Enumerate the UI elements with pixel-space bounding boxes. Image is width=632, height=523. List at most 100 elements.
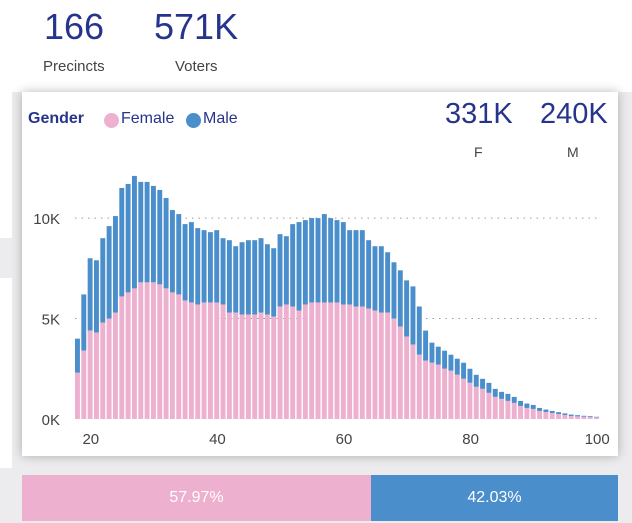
female-bar bbox=[125, 292, 131, 419]
male-bar bbox=[81, 294, 87, 351]
female-bar bbox=[423, 360, 429, 419]
female-bar bbox=[385, 312, 391, 419]
female-bar bbox=[404, 336, 410, 419]
male-bar bbox=[385, 252, 391, 313]
x-tick-label: 40 bbox=[209, 431, 226, 448]
male-bar bbox=[537, 407, 543, 411]
gender-age-chart-card: Gender Female Male 331K F 240K M 0K 5K 10K… bbox=[22, 92, 618, 456]
male-bar bbox=[486, 382, 492, 393]
male-total-label: M bbox=[567, 144, 579, 160]
male-bar bbox=[397, 270, 403, 327]
male-bar bbox=[150, 185, 156, 283]
female-bar bbox=[575, 416, 580, 419]
female-total: 331K bbox=[445, 98, 513, 130]
male-bar bbox=[119, 187, 125, 297]
male-bar bbox=[252, 240, 258, 315]
x-tick-label: 80 bbox=[462, 431, 479, 448]
y-tick-label: 0K bbox=[42, 412, 60, 429]
female-bar bbox=[87, 330, 93, 419]
male-legend-label[interactable]: Male bbox=[203, 110, 238, 127]
female-bar bbox=[499, 398, 505, 419]
male-bar bbox=[511, 396, 517, 403]
female-bar bbox=[302, 304, 308, 419]
male-bar bbox=[195, 228, 201, 305]
female-bar bbox=[81, 350, 87, 419]
female-bar bbox=[537, 410, 543, 419]
x-tick-label: 20 bbox=[82, 431, 99, 448]
male-bar bbox=[315, 218, 321, 303]
male-bar bbox=[372, 246, 378, 311]
male-bar bbox=[138, 181, 144, 283]
female-bar bbox=[581, 416, 587, 419]
female-bar bbox=[511, 402, 517, 419]
male-bar bbox=[359, 230, 365, 307]
male-bar bbox=[271, 248, 277, 317]
female-bar bbox=[549, 412, 555, 419]
female-bar bbox=[176, 294, 182, 419]
female-bar bbox=[562, 414, 568, 419]
female-bar bbox=[353, 306, 359, 419]
female-bar bbox=[220, 304, 226, 419]
female-share-label: 57.97% bbox=[169, 489, 224, 506]
male-bar bbox=[429, 342, 435, 363]
female-bar bbox=[201, 302, 207, 419]
female-bar bbox=[448, 370, 454, 419]
female-bar bbox=[454, 374, 460, 419]
female-bar bbox=[169, 292, 175, 419]
male-bar bbox=[290, 224, 296, 307]
male-bar bbox=[106, 226, 112, 319]
male-bar bbox=[264, 244, 270, 315]
male-bar bbox=[575, 415, 580, 417]
male-bar bbox=[416, 306, 422, 355]
male-bar bbox=[410, 286, 416, 345]
male-bar bbox=[214, 230, 220, 303]
female-bar bbox=[245, 314, 251, 419]
female-bar bbox=[461, 378, 467, 419]
male-bar bbox=[176, 214, 182, 295]
female-bar bbox=[321, 302, 327, 419]
male-bar bbox=[309, 218, 315, 303]
y-tick-label: 10K bbox=[33, 211, 60, 228]
male-bar bbox=[461, 362, 467, 379]
male-bar bbox=[530, 404, 536, 409]
female-bar bbox=[530, 408, 536, 419]
male-bar bbox=[245, 240, 251, 315]
male-total: 240K bbox=[540, 98, 608, 130]
female-bar bbox=[366, 308, 372, 419]
female-bar bbox=[315, 302, 321, 419]
male-bar bbox=[157, 189, 163, 285]
female-legend-label[interactable]: Female bbox=[121, 110, 175, 127]
female-bar bbox=[328, 302, 334, 419]
male-bar bbox=[594, 416, 599, 418]
male-bar bbox=[226, 240, 232, 313]
male-share-bar[interactable]: 42.03% bbox=[371, 475, 618, 521]
male-bar bbox=[75, 338, 80, 373]
female-bar bbox=[391, 318, 397, 419]
female-bar bbox=[378, 312, 384, 419]
female-bar bbox=[271, 316, 277, 419]
female-bar bbox=[372, 310, 378, 419]
male-bar bbox=[207, 232, 213, 303]
female-bar bbox=[112, 312, 118, 419]
female-bar bbox=[296, 310, 302, 419]
male-bar bbox=[340, 222, 346, 305]
left-panel-edge bbox=[0, 20, 12, 238]
female-bar bbox=[359, 306, 365, 419]
male-bar bbox=[220, 238, 226, 305]
female-bar bbox=[492, 396, 498, 419]
female-bar bbox=[556, 413, 562, 419]
male-bar bbox=[549, 410, 555, 413]
male-bar bbox=[233, 246, 239, 313]
male-bar bbox=[404, 280, 410, 337]
male-bar bbox=[125, 183, 131, 293]
female-bar bbox=[239, 314, 245, 419]
female-bar bbox=[182, 300, 188, 419]
x-tick-label: 60 bbox=[336, 431, 353, 448]
male-bar bbox=[201, 230, 207, 303]
female-bar bbox=[594, 417, 599, 419]
female-bar bbox=[347, 304, 353, 419]
male-bar bbox=[188, 222, 194, 303]
male-bar bbox=[334, 220, 340, 303]
female-share-bar[interactable]: 57.97% bbox=[22, 475, 371, 521]
male-bar bbox=[581, 415, 587, 417]
